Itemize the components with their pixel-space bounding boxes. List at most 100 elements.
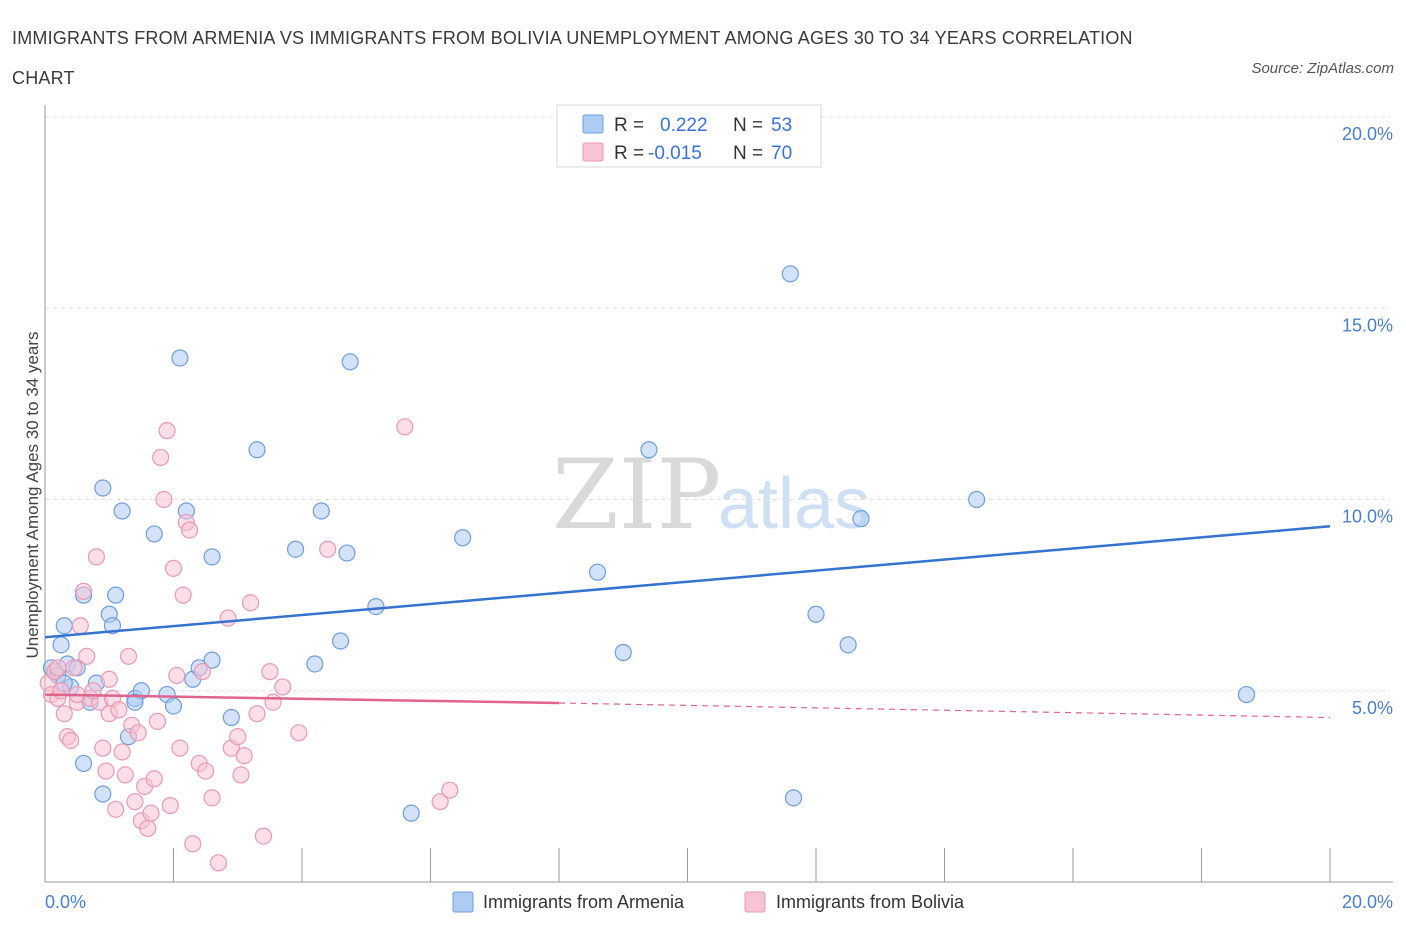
point-bolivia: [171, 739, 189, 757]
point-armenia: [52, 636, 70, 654]
point-bolivia: [142, 804, 160, 822]
point-bolivia: [232, 766, 250, 784]
legend-r-label: R =: [614, 115, 644, 136]
legend-n-label: N =: [733, 143, 763, 164]
point-bolivia: [94, 739, 112, 757]
point-bolivia: [193, 663, 212, 681]
legend-swatch-bolivia: [582, 142, 604, 162]
x-tick-label: 0.0%: [45, 892, 86, 912]
point-bolivia: [116, 766, 134, 784]
chart-title: IMMIGRANTS FROM ARMENIA VS IMMIGRANTS FR…: [12, 28, 1133, 88]
point-bolivia: [219, 609, 237, 627]
point-bolivia: [248, 705, 266, 723]
axis-ticks: 5.0% 10.0% 15.0% 20.0% 0.0% 20.0%: [45, 124, 1393, 912]
point-armenia: [74, 754, 93, 773]
source-label: Source: ZipAtlas.com: [1251, 60, 1394, 77]
point-armenia: [312, 502, 330, 520]
bottom-legend-swatch-bolivia: [744, 891, 766, 913]
y-tick-label: 15.0%: [1342, 315, 1393, 335]
point-armenia: [126, 693, 144, 711]
point-bolivia: [396, 418, 414, 436]
watermark-zip: ZIP: [552, 439, 721, 551]
y-tick-label: 10.0%: [1342, 507, 1393, 527]
point-armenia: [113, 502, 131, 520]
axes: [44, 105, 1393, 883]
point-armenia: [807, 605, 825, 623]
point-bolivia: [113, 743, 131, 761]
point-bolivia: [242, 594, 260, 612]
point-armenia: [839, 636, 857, 654]
point-armenia: [331, 632, 350, 650]
point-bolivia: [155, 490, 173, 509]
point-armenia: [968, 490, 986, 509]
point-bolivia: [65, 659, 83, 677]
bottom-legend-armenia: Immigrants from Armenia: [483, 892, 685, 912]
trend-lines: [44, 525, 1331, 719]
point-armenia: [103, 617, 122, 635]
legend-r-label: R =: [614, 143, 644, 164]
point-armenia: [588, 563, 607, 581]
point-armenia: [306, 655, 324, 673]
point-armenia: [145, 525, 163, 543]
x-tick-label: 20.0%: [1342, 892, 1393, 912]
point-bolivia: [197, 762, 215, 780]
point-bolivia: [74, 582, 93, 600]
bottom-legend-bolivia: Immigrants from Bolivia: [776, 892, 965, 912]
point-armenia: [55, 617, 73, 635]
point-bolivia: [164, 559, 183, 577]
point-bolivia: [235, 747, 253, 765]
y-axis-label: Unemployment Among Ages 30 to 34 years: [23, 332, 42, 659]
point-bolivia: [168, 666, 186, 685]
point-bolivia: [209, 854, 228, 872]
legend-swatch-armenia: [582, 114, 604, 134]
point-bolivia: [100, 670, 118, 688]
point-armenia: [1237, 685, 1256, 704]
point-bolivia: [174, 586, 192, 604]
bottom-legend-swatch-armenia: [452, 891, 474, 913]
point-bolivia: [180, 521, 199, 539]
point-armenia: [248, 441, 266, 459]
point-bolivia: [139, 819, 157, 838]
watermark: ZIP atlas: [552, 439, 870, 551]
point-armenia: [640, 441, 658, 459]
point-armenia: [107, 586, 125, 604]
point-armenia: [94, 785, 112, 803]
point-armenia: [171, 349, 189, 367]
point-bolivia: [87, 548, 106, 566]
point-bolivia: [261, 663, 279, 681]
point-armenia: [286, 540, 305, 558]
point-armenia: [402, 804, 420, 822]
point-bolivia: [71, 617, 89, 635]
point-armenia: [454, 529, 472, 547]
legend-box: R = 0.222 N = 53 R = -0.015 N = 70: [556, 104, 822, 168]
trend-line-armenia: [44, 525, 1331, 639]
point-bolivia: [264, 693, 282, 711]
series-bolivia: [39, 418, 459, 872]
point-bolivia: [110, 701, 128, 719]
point-armenia: [852, 510, 870, 528]
point-bolivia: [148, 712, 167, 730]
legend-n-value: 70: [771, 143, 792, 164]
point-bolivia: [97, 762, 115, 780]
point-armenia: [222, 708, 240, 727]
point-bolivia: [119, 647, 138, 665]
point-bolivia: [152, 448, 170, 467]
point-armenia: [784, 789, 803, 807]
point-bolivia: [52, 682, 70, 700]
point-bolivia: [319, 540, 337, 558]
point-armenia: [367, 597, 385, 616]
series-armenia: [42, 265, 1256, 822]
point-bolivia: [129, 724, 147, 742]
point-armenia: [203, 548, 221, 566]
point-bolivia: [126, 793, 144, 811]
point-bolivia: [49, 659, 67, 677]
watermark-atlas: atlas: [718, 464, 870, 544]
point-armenia: [164, 697, 183, 715]
point-armenia: [203, 651, 221, 669]
y-tick-label: 20.0%: [1342, 124, 1393, 144]
point-armenia: [341, 353, 359, 371]
point-bolivia: [254, 827, 273, 845]
bottom-legend: Immigrants from Armenia Immigrants from …: [452, 891, 965, 913]
point-bolivia: [184, 835, 202, 853]
